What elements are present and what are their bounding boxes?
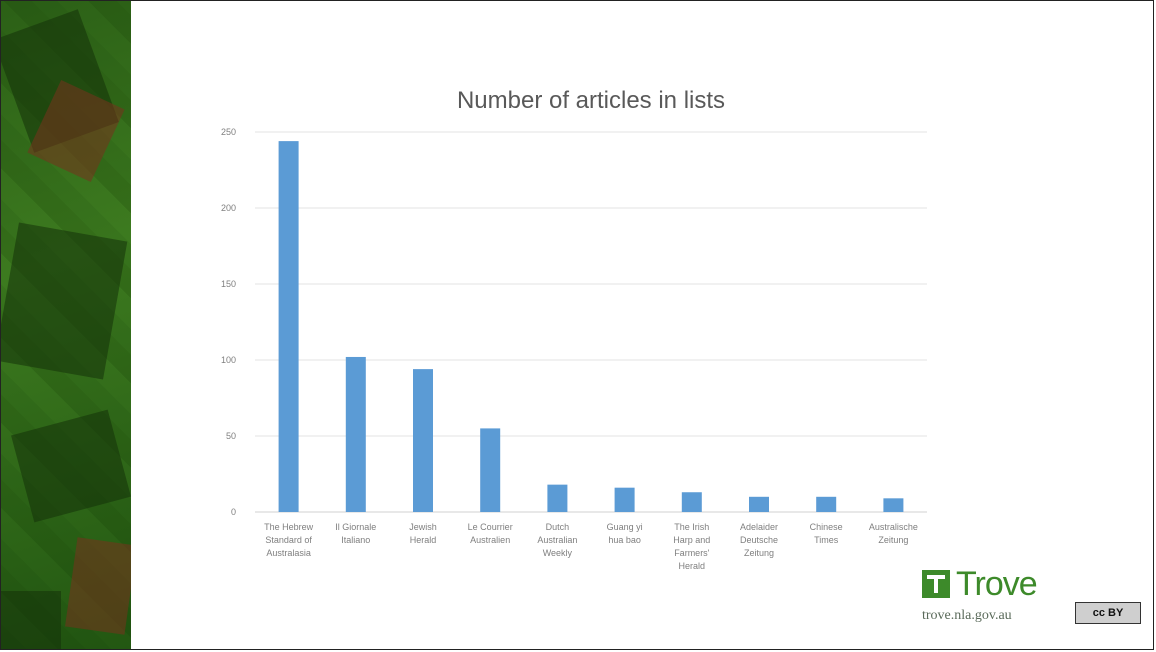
bar: [749, 496, 769, 512]
y-tick-label: 0: [231, 507, 236, 517]
x-category-label: Il Giornale Italiano: [335, 522, 376, 545]
bar: [614, 487, 635, 512]
bar: [413, 369, 433, 512]
bar: [278, 141, 299, 512]
trove-logo-text: Trove: [956, 564, 1038, 603]
x-category-label: Chinese Times: [810, 522, 843, 545]
y-tick-label: 200: [221, 203, 236, 213]
bar: [345, 356, 366, 512]
x-category-label: Le Courrier Australien: [468, 522, 513, 545]
x-category-label: Dutch Australian Weekly: [537, 522, 577, 558]
bar: [816, 496, 837, 512]
bar-chart: Number of articles in lists 0 50 100 150 200…: [221, 87, 927, 571]
bar: [547, 484, 568, 512]
x-category-label: Adelaider Deutsche Zeitung: [740, 522, 778, 558]
x-category-label: Guang yi hua bao: [607, 522, 643, 545]
x-category-label: Jewish Herald: [409, 522, 437, 545]
chart-bars: [278, 141, 904, 512]
trove-url: trove.nla.gov.au: [922, 608, 1012, 623]
trove-logo: Trove: [922, 564, 1062, 603]
bar: [681, 492, 702, 512]
bar: [883, 498, 904, 512]
x-category-label: Australische Zeitung: [869, 522, 918, 545]
y-tick-label: 50: [226, 431, 236, 441]
cc-license-badge: cc BY: [1075, 602, 1141, 624]
chart-gridlines: [255, 131, 927, 513]
y-axis-ticks: 0 50 100 150 200 250: [221, 127, 236, 517]
y-tick-label: 150: [221, 279, 236, 289]
trove-logo-icon: [922, 570, 950, 598]
sidebar-decorative-image: [1, 1, 131, 649]
bar: [480, 428, 501, 512]
x-category-label: The Irish Harp and Farmers' Herald: [673, 522, 710, 571]
chart-title: Number of articles in lists: [457, 87, 725, 114]
y-tick-label: 100: [221, 355, 236, 365]
x-category-label: The Hebrew Standard of Australasia: [264, 522, 314, 558]
x-axis-categories: The Hebrew Standard of Australasia Il Giorn…: [264, 522, 918, 571]
y-tick-label: 250: [221, 127, 236, 137]
